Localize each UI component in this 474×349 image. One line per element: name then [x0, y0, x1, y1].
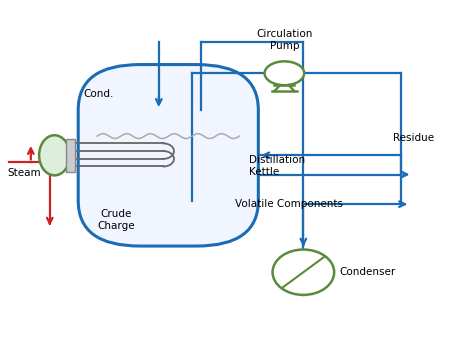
Text: Residue: Residue: [393, 133, 435, 143]
Circle shape: [273, 250, 334, 295]
Text: Condenser: Condenser: [339, 267, 395, 277]
Text: Steam: Steam: [7, 168, 41, 178]
Text: Cond.: Cond.: [83, 89, 113, 99]
Text: Crude
Charge: Crude Charge: [97, 209, 135, 231]
Text: Circulation
Pump: Circulation Pump: [256, 29, 312, 51]
Text: Distillation
Kettle: Distillation Kettle: [249, 155, 305, 177]
Bar: [66, 139, 75, 172]
Text: Volatile Components: Volatile Components: [235, 199, 343, 209]
Ellipse shape: [264, 61, 304, 85]
FancyBboxPatch shape: [78, 65, 258, 246]
Ellipse shape: [39, 135, 70, 175]
